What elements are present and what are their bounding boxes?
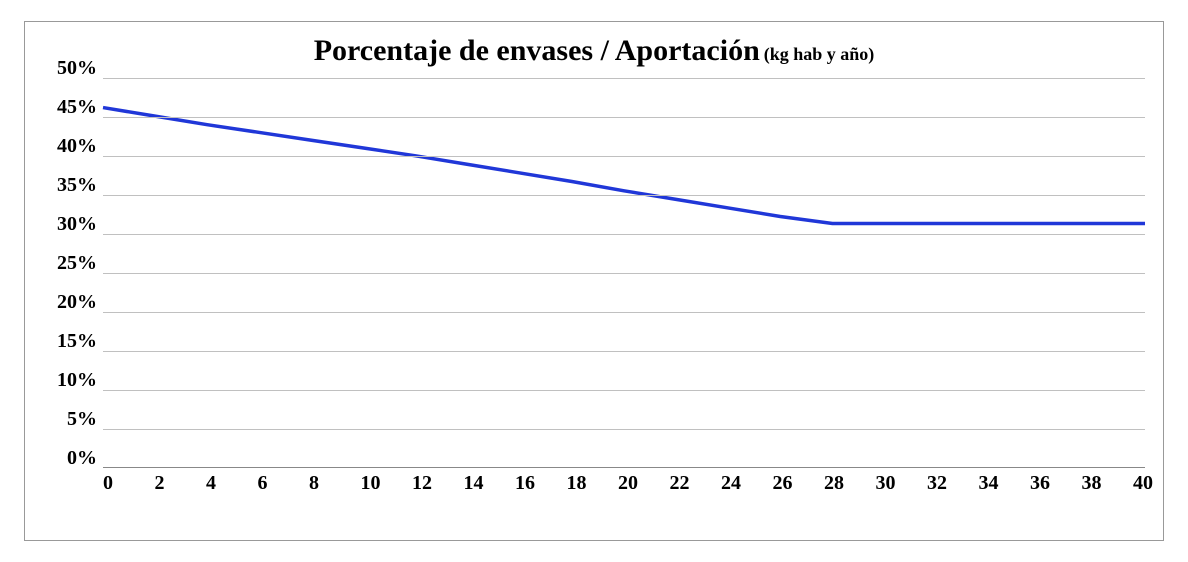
gridline: [103, 156, 1145, 157]
chart-title-sub: (kg hab y año): [764, 44, 875, 64]
gridline: [103, 429, 1145, 430]
plot-area: [103, 78, 1145, 468]
y-axis: 50%45%40%35%30%25%20%15%10%5%0%: [43, 78, 103, 468]
gridline: [103, 351, 1145, 352]
gridline: [103, 390, 1145, 391]
gridline: [103, 312, 1145, 313]
chart-title-main: Porcentaje de envases / Aportación: [314, 34, 760, 67]
chart-container: Porcentaje de envases / Aportación (kg h…: [24, 21, 1164, 541]
series-envases: [103, 108, 1145, 224]
gridline: [103, 234, 1145, 235]
gridline: [103, 117, 1145, 118]
x-axis: 0246810121416182022242628303234363840: [43, 472, 1133, 495]
chart-title: Porcentaje de envases / Aportación (kg h…: [43, 34, 1145, 68]
gridline: [103, 78, 1145, 79]
gridline: [103, 195, 1145, 196]
plot-wrap: 50%45%40%35%30%25%20%15%10%5%0%: [43, 78, 1145, 468]
gridline: [103, 273, 1145, 274]
